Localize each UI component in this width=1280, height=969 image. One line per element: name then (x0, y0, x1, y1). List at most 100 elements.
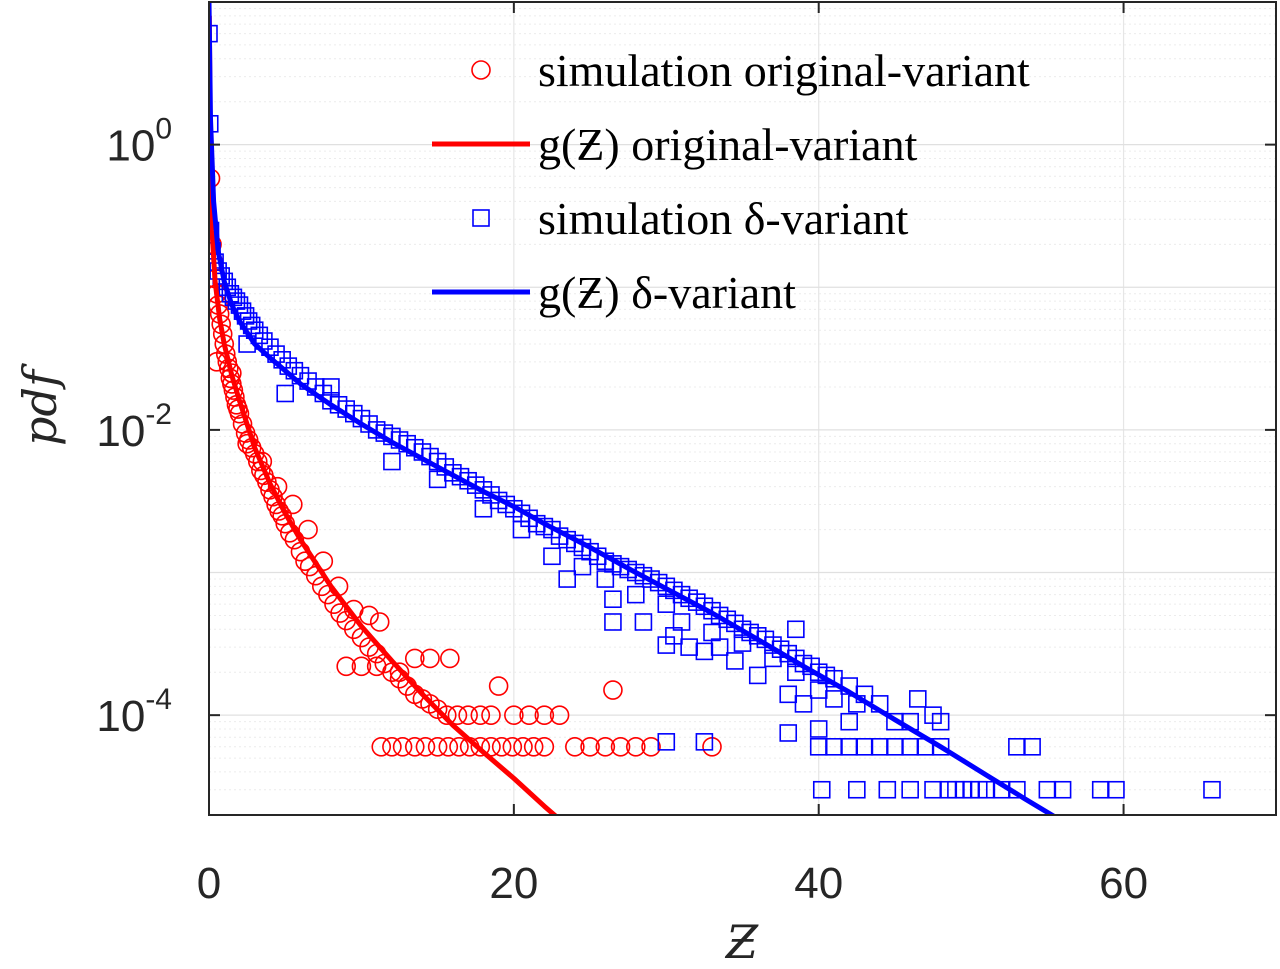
data-point-circle (447, 705, 468, 725)
data-point-circle (449, 737, 469, 757)
data-point-circle (610, 737, 631, 757)
data-point-circle (519, 705, 539, 725)
data-point-circle (298, 519, 318, 540)
data-point-square (428, 470, 447, 489)
data-point-circle (392, 737, 413, 757)
data-point-circle (404, 648, 425, 669)
data-point-square (634, 613, 653, 631)
data-point-circle (641, 737, 661, 757)
data-point-circle (549, 705, 570, 725)
data-point-circle (504, 705, 524, 725)
data-point-square (908, 690, 927, 708)
data-point-circle (603, 680, 623, 700)
data-point-square (733, 634, 752, 652)
x-tick-label: 40 (794, 859, 843, 908)
series-layer (209, 2, 1221, 815)
data-point-square (901, 780, 919, 799)
data-point-square (657, 636, 676, 654)
data-point-square (848, 780, 866, 799)
x-axis-label: Ƶ (724, 915, 759, 969)
data-point-square (931, 712, 950, 731)
y-axis-label: pdf (13, 363, 67, 446)
fit-line-original (209, 15, 559, 815)
data-point-square (322, 378, 340, 396)
data-point-square (878, 780, 897, 799)
data-point-circle (458, 705, 478, 725)
data-point-circle (440, 648, 460, 669)
data-point-square (474, 499, 493, 518)
data-point-circle (502, 737, 523, 757)
data-point-square (809, 681, 828, 699)
data-point-square (383, 452, 401, 471)
legend-label: g(Ƶ) original-variant (538, 119, 918, 170)
data-point-circle (415, 737, 436, 757)
data-point-circle (580, 737, 600, 757)
y-tick-label: 100 (106, 113, 172, 171)
data-point-circle (382, 737, 402, 757)
data-point-square (779, 724, 798, 742)
legend-label: simulation original-variant (538, 45, 1030, 96)
plot-area (209, 2, 1221, 815)
data-point-circle (470, 737, 491, 757)
data-point-circle (359, 605, 379, 626)
y-tick-label: 10-2 (96, 398, 172, 456)
data-point-square (710, 638, 729, 656)
data-point-circle (481, 705, 501, 725)
plot-frame (208, 1, 1277, 816)
data-point-square (1023, 738, 1041, 756)
legend-circle-swatch (471, 60, 491, 80)
data-point-circle (625, 737, 646, 757)
data-point-square (787, 620, 805, 639)
data-point-square (680, 638, 698, 656)
data-point-circle (336, 656, 356, 677)
data-point-circle (404, 737, 425, 757)
data-point-circle (436, 705, 457, 725)
data-point-square (209, 24, 218, 43)
x-tick-label: 60 (1099, 859, 1148, 908)
data-point-square (931, 738, 950, 756)
data-point-square (825, 690, 843, 708)
data-point-circle (523, 737, 544, 757)
data-point-circle (366, 656, 387, 677)
data-point-square (604, 590, 622, 609)
data-point-square (657, 595, 676, 613)
data-point-circle (351, 656, 372, 677)
tick-labels: 0 20 40 60 100 10-2 10-4 (96, 113, 1148, 908)
data-point-circle (565, 737, 585, 757)
data-point-square (1203, 780, 1221, 799)
x-tick-label: 20 (489, 859, 538, 908)
data-point-circle (595, 737, 616, 757)
data-point-circle (438, 737, 459, 757)
data-point-square (543, 547, 561, 566)
x-tick-label: 0 (197, 859, 221, 908)
data-point-square (626, 585, 645, 604)
data-point-circle (488, 676, 509, 696)
legend-label: g(Ƶ) δ-variant (538, 267, 796, 318)
legend-square-swatch (472, 209, 490, 227)
data-point-square (558, 570, 577, 588)
data-point-circle (237, 433, 257, 454)
data-point-square (512, 520, 531, 539)
data-point-square (748, 666, 767, 685)
data-point-square (573, 557, 592, 576)
data-point-circle (513, 737, 533, 757)
data-point-circle (420, 648, 440, 669)
data-point-square (276, 384, 295, 403)
series-delta-markers (209, 24, 1221, 799)
legend-label: simulation δ-variant (538, 193, 909, 244)
data-point-square (794, 695, 813, 713)
legend: simulation original-variant g(Ƶ) original… (432, 45, 1030, 318)
data-point-circle (491, 737, 512, 757)
data-point-square (657, 733, 676, 751)
data-point-square (809, 720, 828, 738)
data-point-square (812, 780, 831, 799)
data-point-square (726, 652, 744, 670)
data-point-square (604, 613, 622, 631)
axis-ticks (208, 2, 1276, 815)
fit-line-delta (209, 2, 1057, 815)
data-point-circle (534, 737, 555, 757)
data-point-circle (209, 352, 227, 372)
data-point-square (840, 712, 859, 731)
data-point-circle (470, 705, 491, 725)
